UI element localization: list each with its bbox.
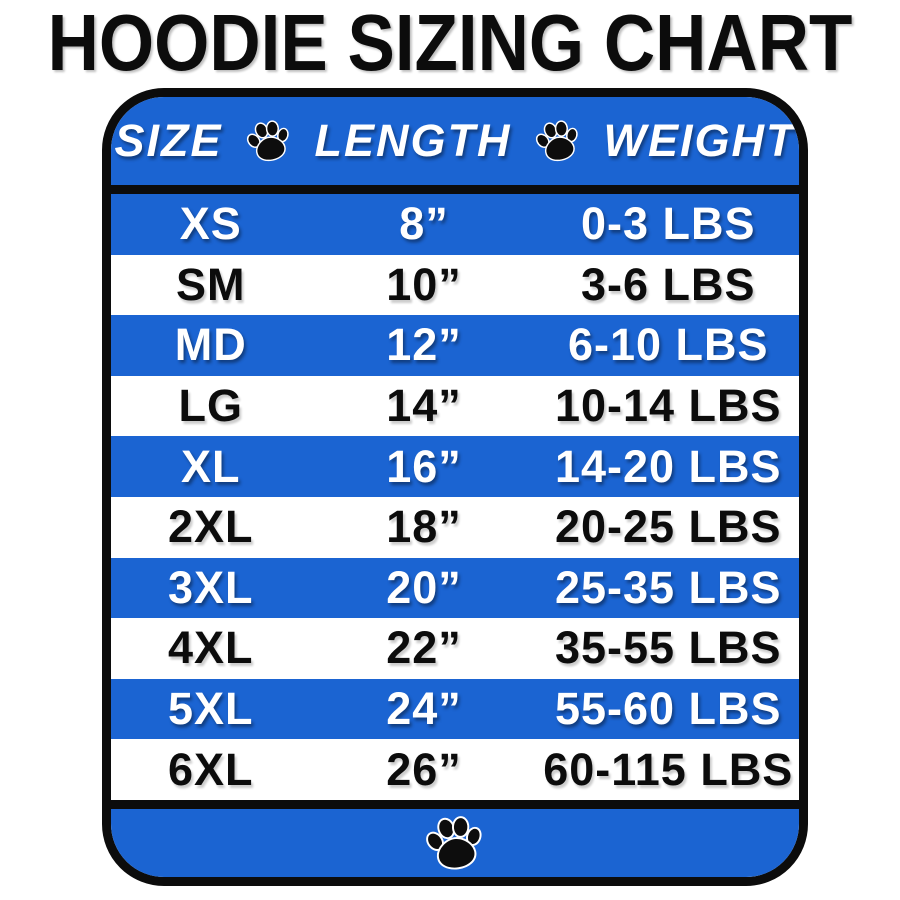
table-row: 2XL 18” 20-25 LBS bbox=[111, 496, 799, 558]
footer-divider bbox=[111, 800, 799, 809]
table-row: 5XL 24” 55-60 LBS bbox=[111, 678, 799, 740]
size-cell: 6XL bbox=[167, 743, 254, 795]
length-cell: 16” bbox=[386, 440, 462, 492]
table-footer bbox=[111, 809, 799, 877]
sizing-table: SIZE LENGTH WEIGHT XS 8” 0-3 LBS SM 10” … bbox=[102, 88, 808, 886]
table-row: 4XL 22” 35-55 LBS bbox=[111, 618, 799, 679]
weight-cell: 55-60 LBS bbox=[554, 683, 782, 735]
table-body: XS 8” 0-3 LBS SM 10” 3-6 LBS MD 12” 6-10… bbox=[111, 194, 799, 800]
size-cell: 3XL bbox=[167, 561, 254, 613]
size-cell: LG bbox=[178, 380, 243, 432]
weight-cell: 3-6 LBS bbox=[580, 258, 756, 310]
table-row: 3XL 20” 25-35 LBS bbox=[111, 557, 799, 619]
weight-cell: 60-115 LBS bbox=[543, 743, 794, 795]
table-row: XS 8” 0-3 LBS bbox=[111, 194, 799, 255]
header-length: LENGTH bbox=[314, 115, 512, 166]
length-cell: 18” bbox=[386, 501, 462, 553]
length-cell: 20” bbox=[386, 561, 462, 613]
weight-cell: 20-25 LBS bbox=[554, 501, 782, 553]
table-header-row: SIZE LENGTH WEIGHT bbox=[111, 97, 799, 185]
length-cell: 14” bbox=[386, 380, 462, 432]
weight-cell: 6-10 LBS bbox=[567, 319, 769, 371]
header-size: SIZE bbox=[114, 115, 223, 166]
length-cell: 8” bbox=[399, 198, 449, 250]
table-row: MD 12” 6-10 LBS bbox=[111, 315, 799, 376]
table-row: SM 10” 3-6 LBS bbox=[111, 254, 799, 316]
table-row: XL 16” 14-20 LBS bbox=[111, 436, 799, 497]
size-cell: XL bbox=[181, 440, 241, 492]
paw-icon bbox=[422, 811, 488, 874]
table-row: 6XL 26” 60-115 LBS bbox=[111, 739, 799, 800]
weight-cell: 0-3 LBS bbox=[580, 198, 756, 250]
size-cell: SM bbox=[176, 258, 246, 310]
size-cell: 2XL bbox=[167, 501, 254, 553]
length-cell: 26” bbox=[386, 743, 462, 795]
header-divider bbox=[111, 185, 799, 194]
page-title: HOODIE SIZING CHART bbox=[47, 0, 853, 88]
weight-cell: 25-35 LBS bbox=[554, 561, 782, 613]
table-row: LG 14” 10-14 LBS bbox=[111, 375, 799, 437]
length-cell: 10” bbox=[386, 258, 462, 310]
weight-cell: 14-20 LBS bbox=[554, 440, 782, 492]
length-cell: 24” bbox=[386, 683, 462, 735]
weight-cell: 35-55 LBS bbox=[554, 622, 782, 674]
paw-icon bbox=[242, 116, 295, 166]
length-cell: 12” bbox=[386, 319, 462, 371]
weight-cell: 10-14 LBS bbox=[554, 380, 782, 432]
size-cell: MD bbox=[174, 319, 247, 371]
length-cell: 22” bbox=[386, 622, 462, 674]
paw-icon bbox=[531, 116, 584, 166]
size-cell: XS bbox=[179, 198, 242, 250]
header-weight: WEIGHT bbox=[603, 115, 796, 166]
size-cell: 5XL bbox=[167, 683, 254, 735]
size-cell: 4XL bbox=[167, 622, 254, 674]
